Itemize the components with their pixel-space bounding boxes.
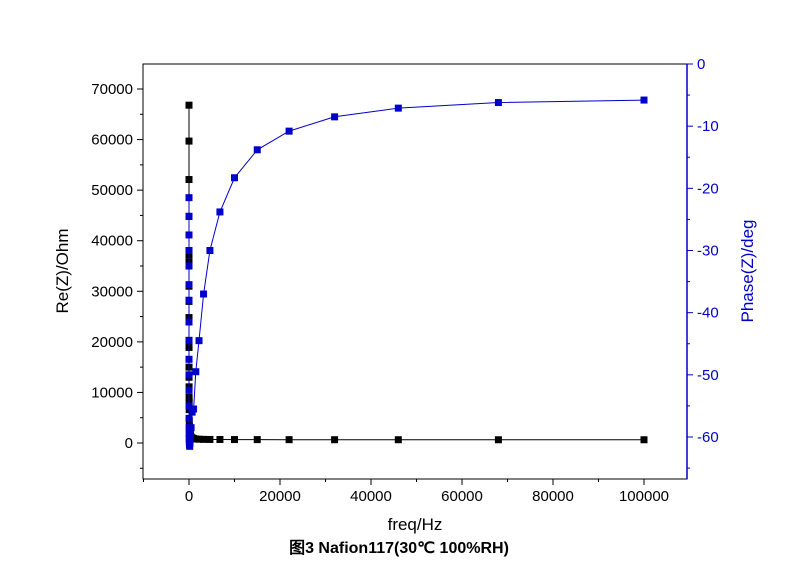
series-layer — [185, 96, 648, 450]
series-right-point — [185, 247, 193, 254]
series-right-point — [185, 262, 193, 270]
x-axis-title: freq/Hz — [388, 515, 443, 534]
series-left-point — [185, 176, 193, 184]
y-left-axis-title: Re(Z)/Ohm — [53, 229, 72, 314]
series-right-point — [285, 127, 293, 135]
series-right-point — [185, 355, 193, 363]
series-left-point — [195, 435, 203, 443]
y-left-axis: 0 10000 20000 30000 40000 50000 60000 70000 — [91, 81, 143, 469]
series-right-point — [185, 194, 193, 202]
series-left-point — [285, 436, 293, 444]
y-left-tick-label: 60000 — [91, 132, 133, 149]
series-right-point — [185, 371, 193, 379]
x-tick-label: 100000 — [619, 488, 669, 505]
y-right-tick-label: -40 — [697, 305, 719, 322]
series-left-point — [200, 435, 208, 443]
y-right-tick-label: 0 — [697, 56, 705, 73]
series-right-point — [185, 402, 193, 410]
x-tick-label: 40000 — [350, 488, 392, 505]
series-left-point — [253, 436, 261, 444]
series-left-line — [188, 105, 644, 441]
x-tick-label: 0 — [185, 488, 193, 505]
series-right-point — [185, 386, 193, 394]
x-tick-label: 60000 — [441, 488, 483, 505]
series-right-point — [186, 439, 194, 447]
series-right-point — [185, 212, 193, 220]
y-left-tick-label: 20000 — [91, 334, 133, 351]
series-left-point — [394, 436, 402, 444]
series-right-point — [200, 290, 208, 298]
series-left-point — [216, 436, 224, 444]
series-right-point — [187, 424, 195, 432]
series-right-point — [216, 208, 224, 216]
series-right-point — [185, 414, 193, 422]
series-right-point — [185, 281, 193, 289]
plot-frame — [142, 63, 688, 480]
y-left-tick-label: 10000 — [91, 384, 133, 401]
y-right-tick-label: -60 — [697, 429, 719, 446]
x-tick-label: 20000 — [259, 488, 301, 505]
series-right-point — [185, 231, 193, 239]
y-left-tick-label: 50000 — [91, 182, 133, 199]
figure-caption: 图3 Nafion117(30℃ 100%RH) — [289, 539, 509, 557]
series-left-point — [206, 435, 214, 443]
series-right-point — [185, 318, 193, 326]
series-right-point — [394, 104, 402, 112]
y-right-tick-label: -20 — [697, 180, 719, 197]
y-left-tick-label: 70000 — [91, 81, 133, 98]
series-right-point — [192, 368, 200, 376]
series-right-point — [185, 296, 193, 304]
y-right-tick-label: -10 — [697, 118, 719, 135]
series-right-point — [494, 99, 502, 107]
series-right-point — [186, 430, 194, 438]
series-right-point — [190, 405, 198, 413]
y-right-tick-label: -30 — [697, 243, 719, 260]
series-right-point — [331, 113, 339, 121]
series-left-point — [185, 137, 193, 145]
y-left-tick-label: 40000 — [91, 233, 133, 250]
y-right-tick-label: -50 — [697, 367, 719, 384]
series-right-point — [195, 337, 203, 345]
series-right-point — [231, 174, 238, 182]
series-left-point — [185, 101, 193, 109]
series-right-point — [185, 337, 193, 345]
series-left-point — [331, 436, 339, 444]
y-right-axis-title: Phase(Z)/deg — [738, 220, 757, 323]
y-left-tick-label: 30000 — [91, 283, 133, 300]
series-left-point — [494, 436, 502, 444]
x-tick-label: 80000 — [532, 488, 574, 505]
y-left-tick-label: 0 — [125, 435, 133, 452]
series-right-point — [206, 247, 214, 254]
series-right-point — [253, 146, 261, 154]
series-left-point — [640, 436, 648, 444]
series-left-point — [231, 436, 238, 444]
y-right-axis: 0 -10 -20 -30 -40 -50 -60 — [686, 56, 719, 479]
series-right-point — [640, 96, 648, 104]
x-axis: 0 20000 40000 60000 80000 100000 — [143, 479, 669, 505]
